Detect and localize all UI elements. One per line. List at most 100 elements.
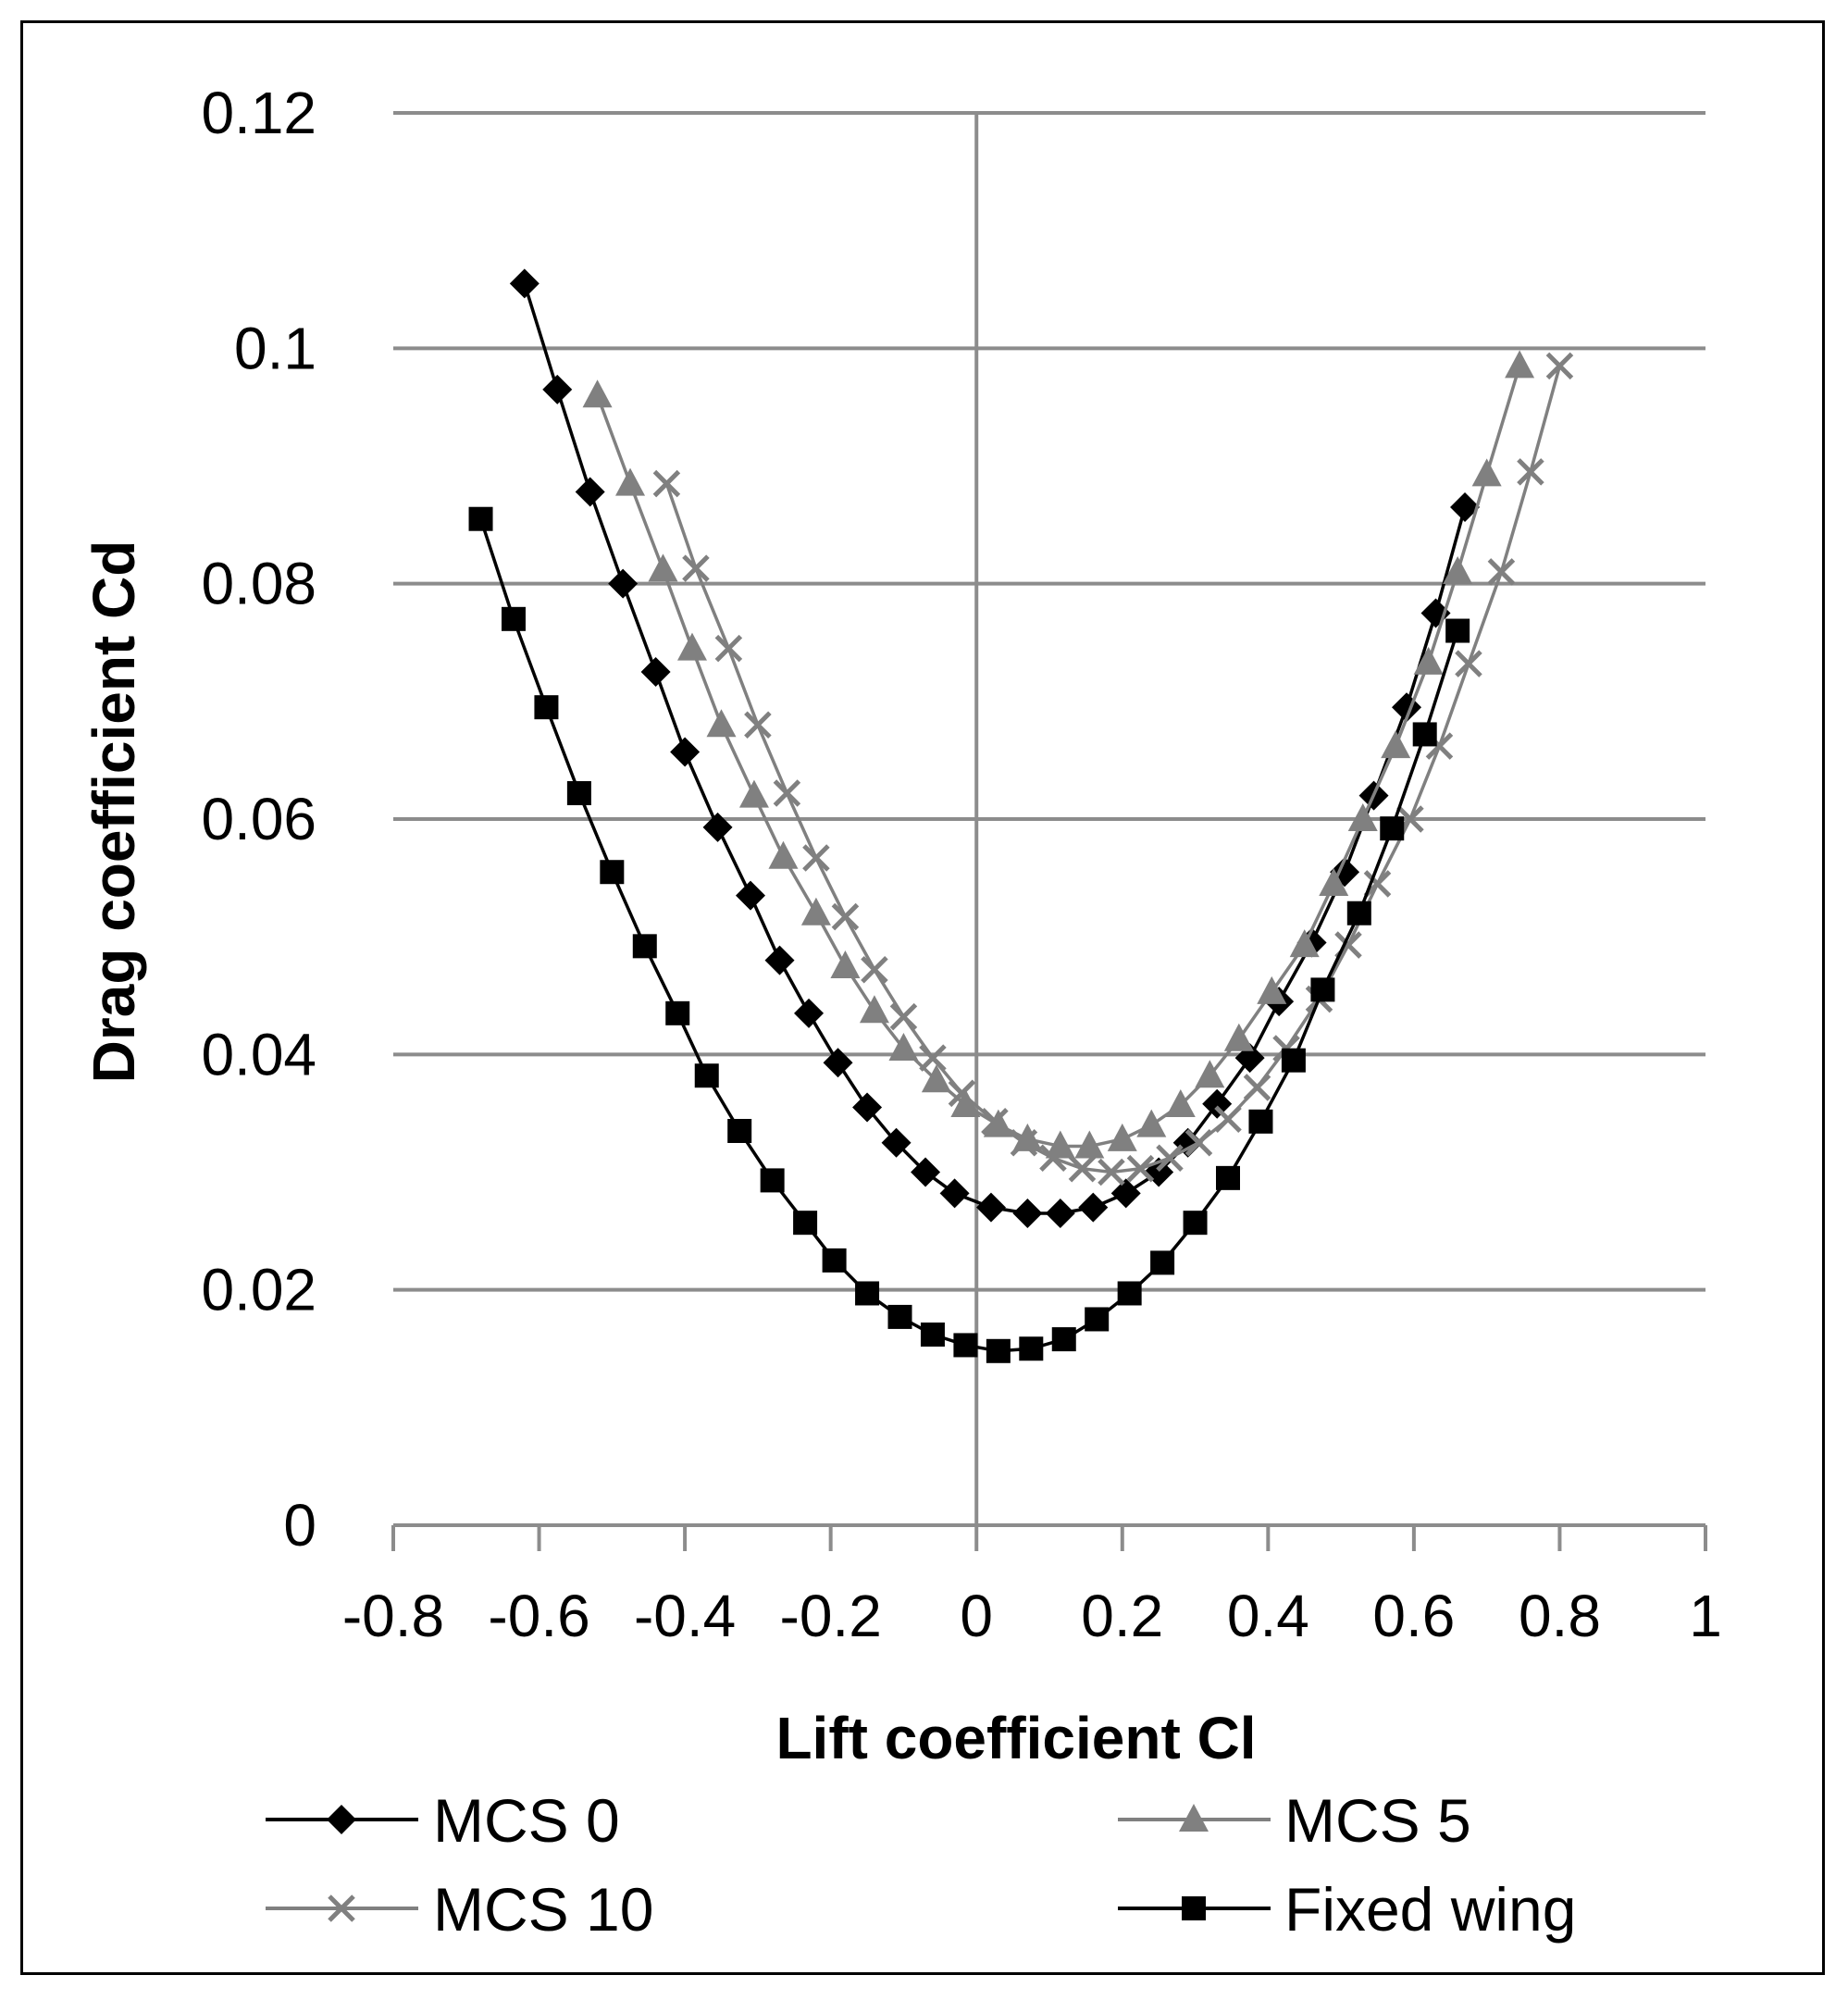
point-mcs-5-20 [1195, 1060, 1225, 1088]
point-mcs-0-0 [509, 268, 540, 299]
point-fixed-wing-3 [566, 781, 591, 806]
legend-marker-mcs-10 [328, 1894, 355, 1922]
point-mcs-10-0 [652, 469, 681, 498]
point-fixed-wing-19 [1085, 1307, 1110, 1332]
y-tick-label-3: 0.06 [201, 786, 316, 852]
y-tick-label-4: 0.08 [201, 551, 316, 617]
point-mcs-10-24 [1363, 870, 1392, 898]
point-fixed-wing-23 [1216, 1165, 1241, 1190]
point-mcs-0-22 [1202, 1088, 1233, 1119]
point-fixed-wing-6 [665, 1000, 690, 1025]
point-mcs-5-5 [738, 779, 769, 808]
point-fixed-wing-30 [1445, 618, 1470, 643]
point-mcs-10-4 [773, 779, 801, 807]
gridlines [393, 111, 1705, 1292]
point-mcs-10-18 [1184, 1128, 1213, 1157]
point-mcs-5-4 [706, 709, 737, 738]
y-tick-label-0: 0 [283, 1492, 316, 1559]
x-tick-label-3: -0.2 [780, 1583, 882, 1649]
point-mcs-0-7 [736, 880, 766, 911]
point-mcs-0-6 [702, 812, 733, 842]
legend-item-mcs-10: MCS 10 [266, 1875, 653, 1944]
point-mcs-0-8 [764, 945, 795, 975]
point-mcs-5-21 [1223, 1023, 1254, 1051]
series-mcs-5 [582, 350, 1535, 1159]
point-mcs-0-30 [1450, 492, 1481, 523]
point-mcs-0-12 [881, 1127, 912, 1158]
point-mcs-5-12 [950, 1089, 981, 1118]
point-mcs-5-15 [1045, 1130, 1075, 1159]
point-mcs-0-15 [975, 1192, 1006, 1223]
point-mcs-5-3 [676, 632, 707, 661]
legend-item-mcs-0: MCS 0 [266, 1786, 620, 1855]
point-mcs-5-10 [888, 1032, 919, 1061]
legend-label-mcs-5: MCS 5 [1284, 1786, 1471, 1855]
series-layer [468, 268, 1574, 1363]
point-mcs-5-19 [1165, 1089, 1196, 1118]
legend-item-mcs-5: MCS 5 [1118, 1786, 1471, 1855]
legend-label-mcs-0: MCS 0 [433, 1786, 620, 1855]
point-mcs-10-12 [1010, 1128, 1038, 1157]
series-mcs-0 [509, 268, 1481, 1229]
point-mcs-10-3 [744, 711, 772, 739]
legend-marker-mcs-5 [1179, 1804, 1209, 1832]
point-mcs-10-6 [831, 902, 860, 931]
point-fixed-wing-11 [822, 1248, 847, 1273]
point-fixed-wing-10 [793, 1211, 818, 1236]
point-mcs-5-25 [1347, 803, 1378, 831]
point-fixed-wing-21 [1150, 1250, 1175, 1275]
point-fixed-wing-2 [534, 695, 559, 720]
x-tick-label-9: 1 [1689, 1583, 1722, 1649]
point-fixed-wing-15 [953, 1333, 978, 1358]
point-fixed-wing-24 [1248, 1109, 1273, 1134]
point-mcs-5-16 [1074, 1130, 1105, 1159]
point-fixed-wing-16 [986, 1338, 1011, 1363]
point-fixed-wing-9 [760, 1168, 785, 1193]
y-tick-label-2: 0.04 [201, 1021, 316, 1087]
point-mcs-0-10 [823, 1048, 853, 1078]
point-mcs-5-11 [921, 1064, 951, 1093]
point-fixed-wing-17 [1019, 1336, 1044, 1361]
point-mcs-0-11 [852, 1092, 883, 1123]
y-tick-label-5: 0.1 [234, 315, 316, 381]
point-mcs-5-7 [800, 897, 831, 925]
point-mcs-5-8 [830, 950, 861, 978]
point-mcs-0-3 [608, 568, 639, 599]
point-mcs-10-7 [861, 956, 888, 984]
point-mcs-5-30 [1505, 350, 1535, 379]
point-fixed-wing-1 [501, 606, 526, 631]
point-mcs-10-28 [1487, 558, 1516, 586]
point-fixed-wing-28 [1380, 816, 1405, 841]
point-fixed-wing-8 [727, 1118, 752, 1143]
point-mcs-0-13 [911, 1157, 941, 1187]
point-mcs-5-27 [1413, 646, 1444, 675]
legend-marker-mcs-0 [327, 1805, 356, 1834]
point-mcs-10-30 [1545, 352, 1574, 380]
point-mcs-10-11 [981, 1108, 1009, 1136]
point-mcs-5-17 [1107, 1123, 1137, 1151]
point-mcs-5-24 [1319, 867, 1349, 896]
point-mcs-10-16 [1126, 1154, 1155, 1183]
x-tick-label-1: -0.6 [488, 1583, 589, 1649]
point-mcs-5-1 [615, 467, 646, 496]
point-mcs-10-1 [682, 554, 710, 582]
point-mcs-5-26 [1381, 730, 1411, 759]
point-mcs-5-9 [859, 995, 889, 1024]
point-fixed-wing-18 [1051, 1327, 1076, 1352]
legend-item-fixed-wing: Fixed wing [1118, 1875, 1576, 1944]
x-axis-title: Lift coefficient Cl [775, 1705, 1256, 1771]
x-tick-labels: -0.8 -0.6 -0.4 -0.2 0 0.2 0.4 0.6 0.8 1 [342, 1583, 1722, 1649]
point-mcs-5-18 [1136, 1109, 1167, 1137]
y-tick-label-6: 0.12 [201, 80, 316, 146]
point-mcs-10-17 [1156, 1144, 1184, 1173]
point-mcs-10-2 [714, 634, 743, 663]
y-tick-label-1: 0.02 [201, 1257, 316, 1323]
legend-marker-fixed-wing [1182, 1896, 1206, 1920]
point-mcs-10-20 [1243, 1074, 1271, 1101]
point-fixed-wing-27 [1346, 901, 1371, 925]
point-fixed-wing-14 [920, 1322, 945, 1347]
chart-frame [20, 20, 1825, 1975]
x-tick-label-7: 0.6 [1372, 1583, 1455, 1649]
point-mcs-0-19 [1110, 1178, 1141, 1209]
